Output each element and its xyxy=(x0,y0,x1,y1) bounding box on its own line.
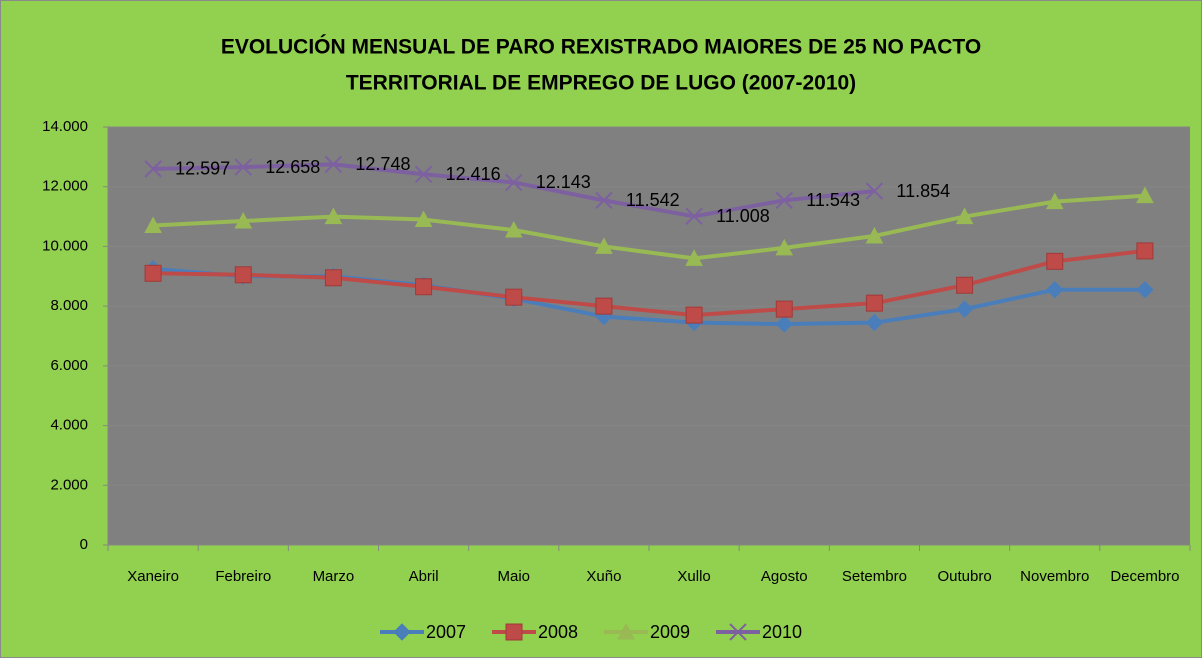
data-point xyxy=(504,220,523,238)
data-point xyxy=(595,297,613,315)
data-point xyxy=(505,288,523,306)
data-point xyxy=(144,216,162,234)
data-label: 12.597 xyxy=(175,159,230,179)
data-point xyxy=(685,207,703,226)
series-line xyxy=(153,248,1146,318)
data-point xyxy=(775,315,793,333)
legend-marker xyxy=(729,623,747,641)
data-point xyxy=(234,266,252,284)
y-tick-label: 6.000 xyxy=(50,357,88,374)
data-label: 11.854 xyxy=(896,181,950,201)
x-tick-label: Xullo xyxy=(677,568,710,585)
data-point xyxy=(1136,281,1154,299)
data-point xyxy=(415,278,433,296)
data-label: 12.748 xyxy=(355,154,410,174)
y-tick-label: 10.000 xyxy=(42,237,88,254)
data-point xyxy=(865,294,883,312)
data-point xyxy=(414,210,433,228)
y-tick-label: 8.000 xyxy=(50,297,88,314)
legend-label: 2010 xyxy=(762,622,802,642)
data-point xyxy=(685,306,703,324)
data-point xyxy=(1136,242,1154,260)
data-point xyxy=(324,269,342,287)
y-tick-label: 14.000 xyxy=(42,118,88,135)
data-point xyxy=(1136,186,1154,204)
y-tick-label: 2.000 xyxy=(50,476,88,493)
data-point xyxy=(775,238,794,256)
data-point xyxy=(324,207,343,225)
chart-title: TERRITORIAL DE EMPREGO DE LUGO (2007-201… xyxy=(346,72,856,95)
plot-area xyxy=(108,127,1190,545)
data-point xyxy=(865,313,884,332)
data-point xyxy=(234,158,252,176)
data-point xyxy=(955,300,974,318)
legend-marker xyxy=(505,623,523,641)
data-label: 11.543 xyxy=(806,190,860,210)
x-tick-label: Setembro xyxy=(842,568,907,585)
data-point xyxy=(595,191,613,210)
chart-title: EVOLUCIÓN MENSUAL DE PARO REXISTRADO MAI… xyxy=(221,35,981,59)
data-point xyxy=(775,191,793,210)
legend-label: 2007 xyxy=(426,622,466,642)
legend-marker xyxy=(393,623,411,641)
y-tick-label: 4.000 xyxy=(50,417,88,434)
x-tick-label: Novembro xyxy=(1020,568,1089,585)
data-point xyxy=(865,182,884,200)
data-label: 11.008 xyxy=(716,206,770,226)
data-point xyxy=(144,264,162,282)
series-line xyxy=(152,193,1146,261)
data-point xyxy=(685,249,703,266)
data-point xyxy=(1046,252,1064,270)
x-tick-label: Outubro xyxy=(937,568,991,585)
x-tick-label: Abril xyxy=(409,568,439,585)
data-point xyxy=(775,300,793,318)
data-label: 12.416 xyxy=(446,164,501,184)
y-tick-label: 0 xyxy=(80,536,88,553)
data-point xyxy=(144,160,162,178)
x-tick-label: Xaneiro xyxy=(127,568,179,585)
x-tick-label: Xuño xyxy=(586,568,621,585)
data-point xyxy=(1046,281,1064,299)
legend-label: 2008 xyxy=(538,622,578,642)
data-point xyxy=(956,276,974,294)
data-point xyxy=(324,155,343,174)
data-point xyxy=(1045,192,1064,210)
data-point xyxy=(955,207,974,225)
data-label: 11.542 xyxy=(626,190,680,210)
x-tick-label: Marzo xyxy=(313,568,355,585)
data-label: 12.658 xyxy=(265,157,320,177)
x-tick-label: Febreiro xyxy=(215,568,271,585)
data-point xyxy=(505,173,523,192)
x-tick-label: Decembro xyxy=(1110,568,1179,585)
y-tick-label: 12.000 xyxy=(42,178,88,195)
x-tick-label: Maio xyxy=(497,568,530,585)
data-point xyxy=(865,226,884,244)
data-label: 12.143 xyxy=(536,172,591,192)
x-tick-label: Agosto xyxy=(761,568,808,585)
data-point xyxy=(595,237,613,254)
data-point xyxy=(414,165,433,184)
legend-label: 2009 xyxy=(650,622,690,642)
data-point xyxy=(234,211,253,229)
legend-marker xyxy=(617,622,635,640)
